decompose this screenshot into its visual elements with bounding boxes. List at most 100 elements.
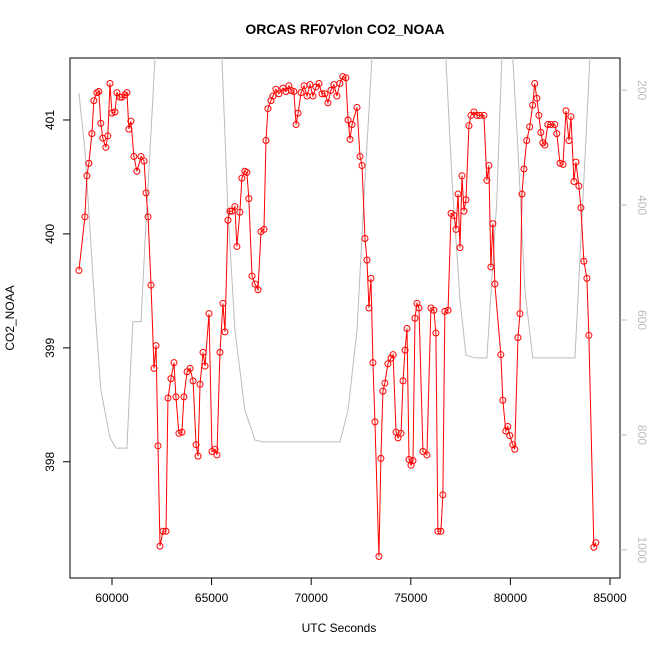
x-tick-label: 85000	[593, 591, 627, 605]
data-point	[233, 242, 241, 250]
x-tick-label: 75000	[394, 591, 428, 605]
data-point	[282, 87, 290, 95]
data-point	[514, 334, 522, 342]
data-point	[97, 119, 105, 127]
data-point	[186, 364, 194, 372]
data-point	[511, 445, 519, 453]
data-point	[306, 81, 314, 89]
data-point	[456, 244, 464, 252]
data-point	[216, 348, 224, 356]
chart-title: ORCAS RF07vlon CO2_NOAA	[245, 21, 444, 37]
data-point	[454, 190, 462, 198]
data-point	[147, 281, 155, 289]
data-point	[575, 182, 583, 190]
data-point	[537, 129, 545, 137]
data-point	[381, 379, 389, 387]
data-point	[539, 139, 547, 147]
data-point	[125, 125, 133, 133]
y-tick-label: 398	[43, 451, 57, 471]
data-point	[526, 123, 534, 131]
data-point	[162, 527, 170, 535]
data-point	[520, 165, 528, 173]
data-point	[401, 346, 409, 354]
data-point	[509, 441, 517, 449]
data-point	[516, 310, 524, 318]
data-point	[140, 157, 148, 165]
data-point	[409, 457, 417, 465]
data-point	[363, 256, 371, 264]
data-point	[487, 263, 495, 271]
data-point	[377, 454, 385, 462]
data-point	[121, 91, 129, 99]
data-point	[379, 387, 387, 395]
data-point	[221, 328, 229, 336]
data-point	[243, 168, 251, 176]
series-line	[78, 58, 591, 449]
data-point	[180, 393, 188, 401]
data-point	[133, 167, 141, 175]
data-point	[275, 90, 283, 98]
data-point	[321, 90, 329, 98]
data-point	[458, 172, 466, 180]
data-point	[315, 80, 323, 88]
data-point	[580, 257, 588, 265]
data-point	[290, 87, 298, 95]
data-point	[389, 351, 397, 359]
data-point	[365, 304, 373, 312]
data-point	[167, 375, 175, 383]
data-point	[336, 80, 344, 88]
data-point	[452, 225, 460, 233]
data-point	[567, 113, 575, 121]
data-point	[565, 136, 573, 144]
data-point	[238, 174, 246, 182]
data-point	[231, 203, 239, 211]
data-point	[502, 427, 510, 435]
data-point	[413, 299, 421, 307]
data-point	[559, 160, 567, 168]
data-point	[251, 280, 259, 288]
data-point	[130, 152, 138, 160]
data-point	[219, 299, 227, 307]
plot-area	[75, 58, 600, 560]
data-point	[444, 306, 452, 314]
data-point	[205, 310, 213, 318]
data-point	[194, 452, 202, 460]
data-point	[170, 359, 178, 367]
data-point	[361, 234, 369, 242]
data-point	[245, 195, 253, 203]
data-point	[267, 97, 275, 105]
data-point	[523, 136, 531, 144]
data-point	[213, 451, 221, 459]
data-point	[423, 451, 431, 459]
data-point	[342, 74, 350, 82]
data-point	[106, 80, 114, 88]
data-point	[104, 132, 112, 140]
x-tick-label: 60000	[95, 591, 129, 605]
y2-tick-label: 400	[635, 195, 649, 215]
data-point	[592, 539, 600, 547]
data-point	[556, 159, 564, 167]
data-point	[154, 442, 162, 450]
data-point	[562, 107, 570, 115]
x-tick-label: 80000	[494, 591, 528, 605]
data-point	[518, 190, 526, 198]
data-point	[178, 428, 186, 436]
data-point	[81, 213, 89, 221]
y2-tick-label: 1000	[635, 536, 649, 563]
data-point	[491, 280, 499, 288]
data-point	[489, 220, 497, 228]
data-point	[551, 121, 559, 129]
data-point	[123, 89, 131, 97]
data-point	[450, 212, 458, 220]
data-point	[196, 380, 204, 388]
data-point	[473, 111, 481, 119]
data-point	[324, 99, 332, 107]
data-point	[348, 121, 356, 129]
data-point	[164, 394, 172, 402]
data-point	[465, 122, 473, 130]
data-point	[441, 307, 449, 315]
data-point	[430, 306, 438, 314]
data-point	[346, 135, 354, 143]
data-point	[192, 441, 200, 449]
data-point	[318, 90, 326, 98]
